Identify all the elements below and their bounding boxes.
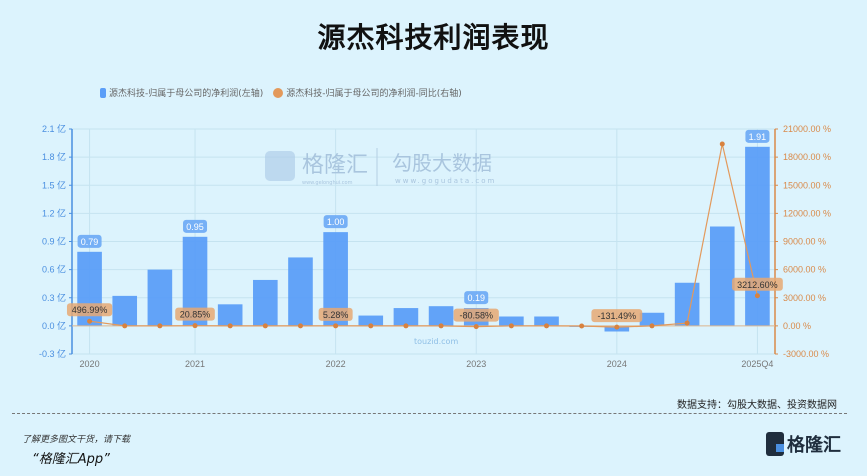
brand-name: 格隆汇 [787, 435, 841, 456]
svg-text:2022: 2022 [326, 359, 346, 369]
svg-text:0.19: 0.19 [467, 293, 485, 303]
data-source: 数据支持：勾股大数据、投资数据网 [677, 400, 837, 411]
brand-logo: 格隆汇 [766, 431, 841, 457]
svg-text:18000.00 %: 18000.00 % [783, 152, 831, 162]
svg-text:496.99%: 496.99% [72, 305, 108, 315]
bar-swatch-icon [100, 87, 106, 98]
divider [12, 413, 847, 414]
svg-text:-3000.00 %: -3000.00 % [783, 349, 829, 359]
svg-text:1.8 亿: 1.8 亿 [42, 151, 66, 162]
svg-text:2020: 2020 [80, 359, 100, 369]
svg-text:touzid.com: touzid.com [414, 337, 458, 346]
chart-plot: 2.1 亿 1.8 亿 1.5 亿 1.2 亿 0.9 亿 0.6 亿 0.3 亿 0.0 亿… [39, 123, 831, 369]
svg-text:-80.58%: -80.58% [459, 311, 493, 321]
svg-text:0.0 亿: 0.0 亿 [42, 320, 66, 331]
svg-text:2021: 2021 [185, 359, 205, 369]
svg-text:勾股大数据: 勾股大数据 [392, 151, 492, 175]
svg-text:3212.60%: 3212.60% [737, 280, 778, 290]
svg-text:12000.00 %: 12000.00 % [783, 208, 831, 218]
brand-g-icon [766, 432, 784, 456]
svg-text:格隆汇: 格隆汇 [302, 153, 368, 178]
svg-text:2.1 亿: 2.1 亿 [42, 123, 66, 134]
promo-app-name: “格隆汇App” [32, 452, 110, 467]
svg-text:0.00 %: 0.00 % [783, 321, 811, 331]
svg-text:20.85%: 20.85% [180, 310, 211, 320]
svg-text:1.00: 1.00 [327, 217, 345, 227]
svg-text:9000.00 %: 9000.00 % [783, 237, 826, 247]
svg-text:www.gogudata.com: www.gogudata.com [395, 177, 496, 185]
svg-text:15000.00 %: 15000.00 % [783, 180, 831, 190]
svg-text:5.28%: 5.28% [323, 310, 349, 320]
svg-text:1.5 亿: 1.5 亿 [42, 179, 66, 190]
svg-text:3000.00 %: 3000.00 % [783, 293, 826, 303]
svg-text:0.6 亿: 0.6 亿 [42, 264, 66, 275]
legend-item-bar[interactable]: 源杰科技-归属于母公司的净利润(左轴) [100, 86, 263, 99]
line-swatch-icon [273, 87, 284, 98]
svg-text:1.2 亿: 1.2 亿 [42, 207, 66, 218]
svg-text:0.3 亿: 0.3 亿 [42, 292, 66, 303]
svg-text:6000.00 %: 6000.00 % [783, 265, 826, 275]
svg-text:-131.49%: -131.49% [598, 311, 637, 321]
svg-text:-0.3 亿: -0.3 亿 [39, 348, 66, 359]
svg-text:2024: 2024 [607, 359, 627, 369]
svg-text:21000.00 %: 21000.00 % [783, 124, 831, 134]
legend-line-label: 源杰科技-归属于母公司的净利润-同比(右轴) [286, 89, 462, 99]
svg-text:2025Q4: 2025Q4 [741, 359, 773, 369]
legend-bar-label: 源杰科技-归属于母公司的净利润(左轴) [109, 89, 264, 99]
svg-text:www.gelonghui.com: www.gelonghui.com [302, 180, 353, 186]
promo-text: 了解更多图文干货，请下载 [22, 435, 131, 445]
svg-text:2023: 2023 [466, 359, 486, 369]
svg-text:1.91: 1.91 [749, 132, 767, 142]
legend-item-line[interactable]: 源杰科技-归属于母公司的净利润-同比(右轴) [273, 86, 462, 99]
svg-text:0.9 亿: 0.9 亿 [42, 236, 66, 247]
svg-text:0.95: 0.95 [186, 222, 204, 232]
chart-title: 源杰科技利润表现 [317, 21, 550, 54]
chart-legend: 源杰科技-归属于母公司的净利润(左轴) 源杰科技-归属于母公司的净利润-同比(右… [100, 86, 462, 99]
svg-text:0.79: 0.79 [81, 237, 99, 247]
